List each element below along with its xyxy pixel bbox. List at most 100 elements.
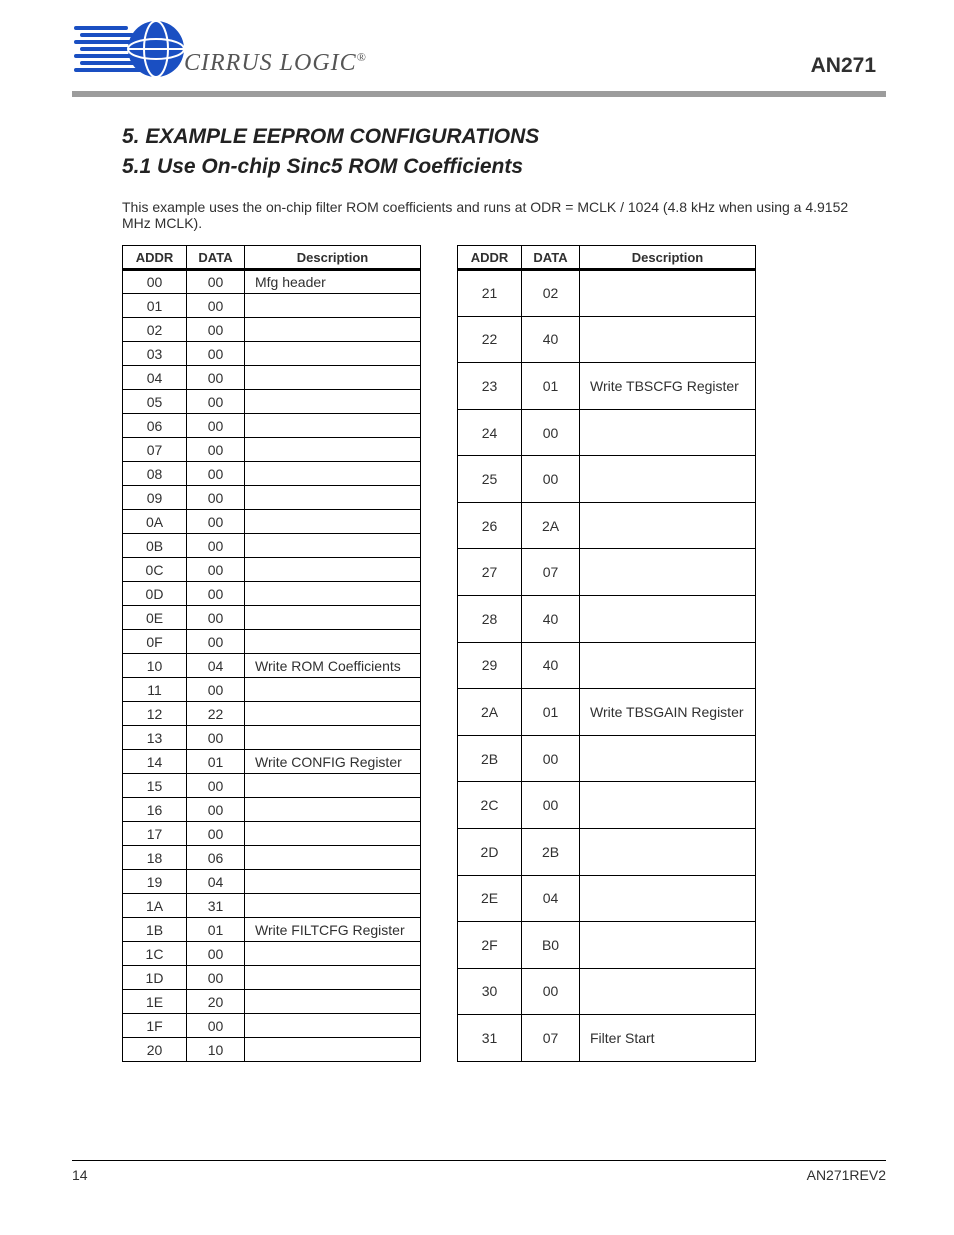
cell-desc: [245, 534, 421, 558]
cell-addr: 1F: [123, 1014, 187, 1038]
cell-desc: [245, 990, 421, 1014]
table-row: 1E20: [123, 990, 421, 1014]
table-row: 2D2B: [458, 828, 756, 875]
cell-addr: 31: [458, 1015, 522, 1062]
cell-desc: [245, 366, 421, 390]
cell-data: 00: [187, 606, 245, 630]
cell-desc: [580, 596, 756, 643]
cell-desc: [580, 549, 756, 596]
cell-addr: 16: [123, 798, 187, 822]
cell-addr: 12: [123, 702, 187, 726]
table-row: 0800: [123, 462, 421, 486]
doc-code: AN271: [811, 54, 876, 78]
cell-addr: 0C: [123, 558, 187, 582]
cell-data: 00: [187, 678, 245, 702]
header-rule: [72, 91, 886, 97]
cell-desc: [245, 510, 421, 534]
cell-addr: 0E: [123, 606, 187, 630]
cell-data: 00: [187, 534, 245, 558]
cell-desc: [580, 922, 756, 969]
cell-data: 06: [187, 846, 245, 870]
header: CIRRUS LOGIC® AN271: [0, 0, 954, 83]
table-row: 2010: [123, 1038, 421, 1062]
table-row: 0300: [123, 342, 421, 366]
cell-addr: 27: [458, 549, 522, 596]
cell-desc: [245, 798, 421, 822]
cell-data: 31: [187, 894, 245, 918]
cell-desc: [580, 409, 756, 456]
cell-addr: 0F: [123, 630, 187, 654]
tables-container: ADDR DATA Description 0000Mfg header0100…: [122, 245, 954, 1062]
cell-desc: [580, 270, 756, 317]
table-row: 2500: [458, 456, 756, 503]
table-row: 0500: [123, 390, 421, 414]
cell-addr: 2B: [458, 735, 522, 782]
cell-desc: [245, 702, 421, 726]
cell-data: 00: [187, 318, 245, 342]
registered-mark: ®: [357, 50, 367, 64]
cell-data: 40: [522, 316, 580, 363]
cell-desc: [580, 782, 756, 829]
cell-data: 01: [522, 689, 580, 736]
table-row: 0600: [123, 414, 421, 438]
cell-addr: 24: [458, 409, 522, 456]
cell-desc: [245, 630, 421, 654]
cell-addr: 29: [458, 642, 522, 689]
cell-addr: 01: [123, 294, 187, 318]
cell-addr: 14: [123, 750, 187, 774]
cell-data: 40: [522, 642, 580, 689]
cell-addr: 20: [123, 1038, 187, 1062]
cell-data: 40: [522, 596, 580, 643]
cell-addr: 2D: [458, 828, 522, 875]
cell-data: 00: [187, 510, 245, 534]
cell-desc: [245, 1038, 421, 1062]
cell-data: 00: [187, 342, 245, 366]
table-row: 1904: [123, 870, 421, 894]
cell-data: 00: [187, 462, 245, 486]
table-row: 2840: [458, 596, 756, 643]
cell-desc: [245, 846, 421, 870]
cell-data: 10: [187, 1038, 245, 1062]
cell-desc: [245, 822, 421, 846]
table-row: 2301Write TBSCFG Register: [458, 363, 756, 410]
cell-data: 00: [187, 774, 245, 798]
table-row: 0200: [123, 318, 421, 342]
subsection-heading: 5.1 Use On-chip Sinc5 ROM Coefficients: [122, 155, 954, 179]
page-number: 14: [72, 1167, 88, 1183]
cell-data: 07: [522, 549, 580, 596]
cell-addr: 1C: [123, 942, 187, 966]
table-row: 0D00: [123, 582, 421, 606]
cell-data: 00: [187, 582, 245, 606]
cell-data: 00: [187, 294, 245, 318]
cell-desc: [245, 1014, 421, 1038]
table-row: 2400: [458, 409, 756, 456]
cell-data: 00: [522, 409, 580, 456]
cell-data: 00: [187, 270, 245, 294]
cell-desc: Mfg header: [245, 270, 421, 294]
table-row: 1222: [123, 702, 421, 726]
table-row: 2102: [458, 270, 756, 317]
cell-desc: Write ROM Coefficients: [245, 654, 421, 678]
table-row: 2240: [458, 316, 756, 363]
cell-addr: 11: [123, 678, 187, 702]
logo-text: CIRRUS LOGIC®: [184, 50, 367, 77]
doc-revision: AN271REV2: [807, 1167, 886, 1183]
eeprom-table-left: ADDR DATA Description 0000Mfg header0100…: [122, 245, 421, 1062]
cell-desc: [245, 870, 421, 894]
col-header-desc: Description: [245, 246, 421, 270]
cell-data: 07: [522, 1015, 580, 1062]
cell-addr: 00: [123, 270, 187, 294]
footer: 14 AN271REV2: [72, 1160, 886, 1183]
table-row: 2707: [458, 549, 756, 596]
cell-data: 00: [522, 782, 580, 829]
cell-desc: Write CONFIG Register: [245, 750, 421, 774]
table-row: 1004Write ROM Coefficients: [123, 654, 421, 678]
cell-desc: [245, 582, 421, 606]
table-row: 1806: [123, 846, 421, 870]
table-row: 2B00: [458, 735, 756, 782]
table-row: 2940: [458, 642, 756, 689]
cell-addr: 1B: [123, 918, 187, 942]
col-header-addr: ADDR: [458, 246, 522, 270]
table-row: 0F00: [123, 630, 421, 654]
table-row: 0000Mfg header: [123, 270, 421, 294]
